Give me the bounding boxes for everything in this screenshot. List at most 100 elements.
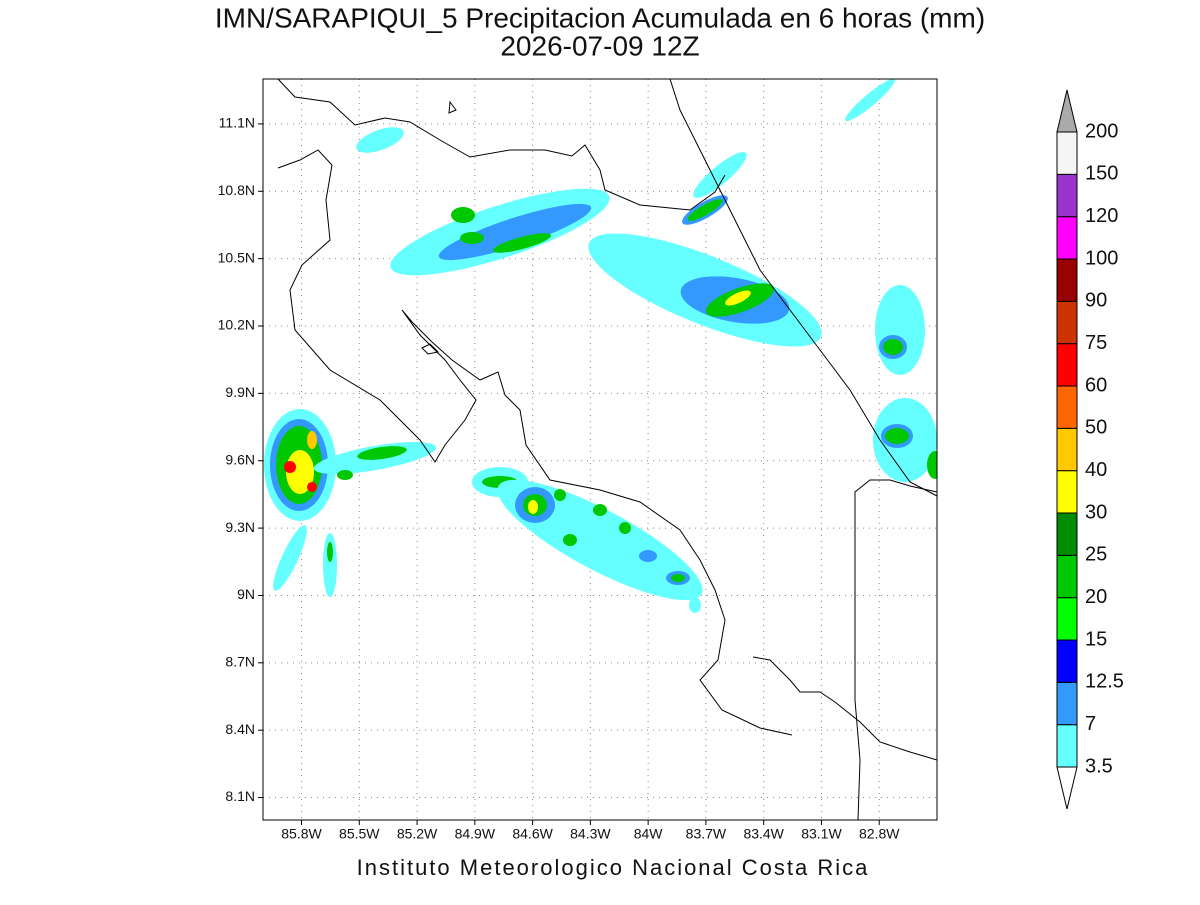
rain-area — [460, 232, 484, 244]
rain-area — [875, 285, 925, 375]
lat-tick-label: 9.6N — [225, 451, 255, 467]
lon-tick-label: 84.3W — [570, 826, 611, 842]
rain-area — [337, 470, 353, 480]
lat-tick-label: 10.8N — [218, 182, 255, 198]
subtitle: 2026-07-09 12Z — [500, 30, 699, 61]
colorbar-label: 100 — [1085, 247, 1118, 269]
colorbar-label: 120 — [1085, 205, 1118, 227]
colorbar-over — [1056, 89, 1078, 133]
colorbar-label: 20 — [1085, 586, 1107, 608]
lat-tick-label: 10.2N — [218, 317, 255, 333]
rain-area — [687, 199, 723, 221]
lat-tick-label: 8.7N — [225, 654, 255, 670]
colorbar-segment — [1056, 216, 1078, 260]
colorbar-segment — [1056, 427, 1078, 472]
rain-area — [286, 450, 314, 494]
lat-tick-label: 9.3N — [225, 519, 255, 535]
rain-area — [451, 207, 475, 223]
colorbar-segment — [1056, 639, 1078, 683]
lon-tick-label: 83.7W — [686, 826, 727, 842]
lon-tick-label: 84.9W — [455, 826, 496, 842]
coastline — [669, 79, 937, 497]
colorbar-label: 90 — [1085, 290, 1107, 312]
colorbar-segment — [1056, 173, 1078, 218]
rain-area — [356, 127, 404, 153]
rain-area — [323, 533, 337, 597]
lon-tick-label: 85.5W — [339, 826, 380, 842]
colorbar-label: 7 — [1085, 713, 1096, 735]
colorbar-label: 25 — [1085, 544, 1107, 566]
rain-band-caribbean — [588, 233, 937, 482]
colorbar-segment — [1056, 385, 1078, 429]
colorbar-segment — [1056, 681, 1078, 726]
rain-area — [357, 446, 407, 460]
rain-area — [883, 339, 903, 355]
lon-tick-label: 82.8W — [859, 826, 900, 842]
colorbar-segment — [1056, 470, 1078, 514]
colorbar-segment — [1056, 258, 1078, 302]
coastline — [421, 343, 440, 355]
rain-area — [307, 482, 317, 492]
coastline — [752, 656, 937, 761]
colorbar-label: 60 — [1085, 374, 1107, 396]
lat-tick-label: 8.1N — [225, 788, 255, 804]
lon-tick-label: 83.1W — [801, 826, 842, 842]
rain-area — [327, 542, 333, 562]
rain-area — [307, 431, 317, 449]
rain-area — [639, 550, 657, 562]
rain-area — [554, 489, 566, 501]
map-frame — [262, 78, 938, 821]
colorbar-label: 75 — [1085, 332, 1107, 354]
colorbar-segment — [1056, 512, 1078, 556]
colorbar-segment — [1056, 554, 1078, 599]
rain-area — [528, 500, 538, 514]
rain-area — [273, 525, 307, 591]
colorbar-label: 15 — [1085, 628, 1107, 650]
colorbar: 3.5 7 12.5 15 20 25 30 40 50 60 75 90 100 120 150 200 — [1056, 89, 1124, 810]
rain-area — [593, 504, 607, 516]
lon-tick-label: 84.6W — [512, 826, 553, 842]
lon-tick-label: 85.2W — [397, 826, 438, 842]
rain-area — [438, 203, 592, 261]
lat-tick-label: 9N — [237, 586, 255, 602]
border — [854, 479, 937, 820]
colorbar-label: 150 — [1085, 163, 1118, 185]
colorbar-segment — [1056, 343, 1078, 387]
colorbar-label: 3.5 — [1085, 755, 1113, 777]
rain-area — [563, 534, 577, 546]
island — [448, 100, 457, 114]
colorbar-segment — [1056, 300, 1078, 345]
rain-band-north — [356, 79, 895, 276]
rain-area — [492, 233, 552, 253]
rain-area — [671, 574, 685, 582]
rain-area — [619, 522, 631, 534]
lon-tick-label: 83.4W — [743, 826, 784, 842]
colorbar-under — [1056, 766, 1078, 810]
lat-tick-label: 9.9N — [225, 384, 255, 400]
lon-tick-label: 84W — [634, 826, 664, 842]
rain-area — [693, 152, 747, 198]
precipitation — [264, 79, 937, 613]
colorbar-segment — [1056, 131, 1078, 175]
rain-area — [927, 451, 937, 479]
rain-area — [689, 597, 701, 613]
colorbar-segment — [1056, 597, 1078, 641]
rain-area — [885, 428, 909, 444]
coastline — [277, 79, 726, 211]
rain-area — [497, 479, 703, 601]
lat-tick-label: 10.5N — [218, 249, 255, 265]
colorbar-label: 30 — [1085, 501, 1107, 523]
colorbar-label: 40 — [1085, 459, 1107, 481]
colorbar-label: 12.5 — [1085, 671, 1124, 693]
lat-tick-label: 8.4N — [225, 721, 255, 737]
colorbar-label: 50 — [1085, 417, 1107, 439]
colorbar-segment — [1056, 724, 1078, 768]
coastline — [277, 149, 793, 736]
rain-band-pacific — [264, 409, 703, 613]
lat-tick-label: 11.1N — [219, 115, 255, 131]
title: IMN/SARAPIQUI_5 Precipitacion Acumulada … — [215, 2, 985, 33]
lon-tick-label: 85.8W — [281, 826, 322, 842]
rain-area — [725, 290, 751, 306]
